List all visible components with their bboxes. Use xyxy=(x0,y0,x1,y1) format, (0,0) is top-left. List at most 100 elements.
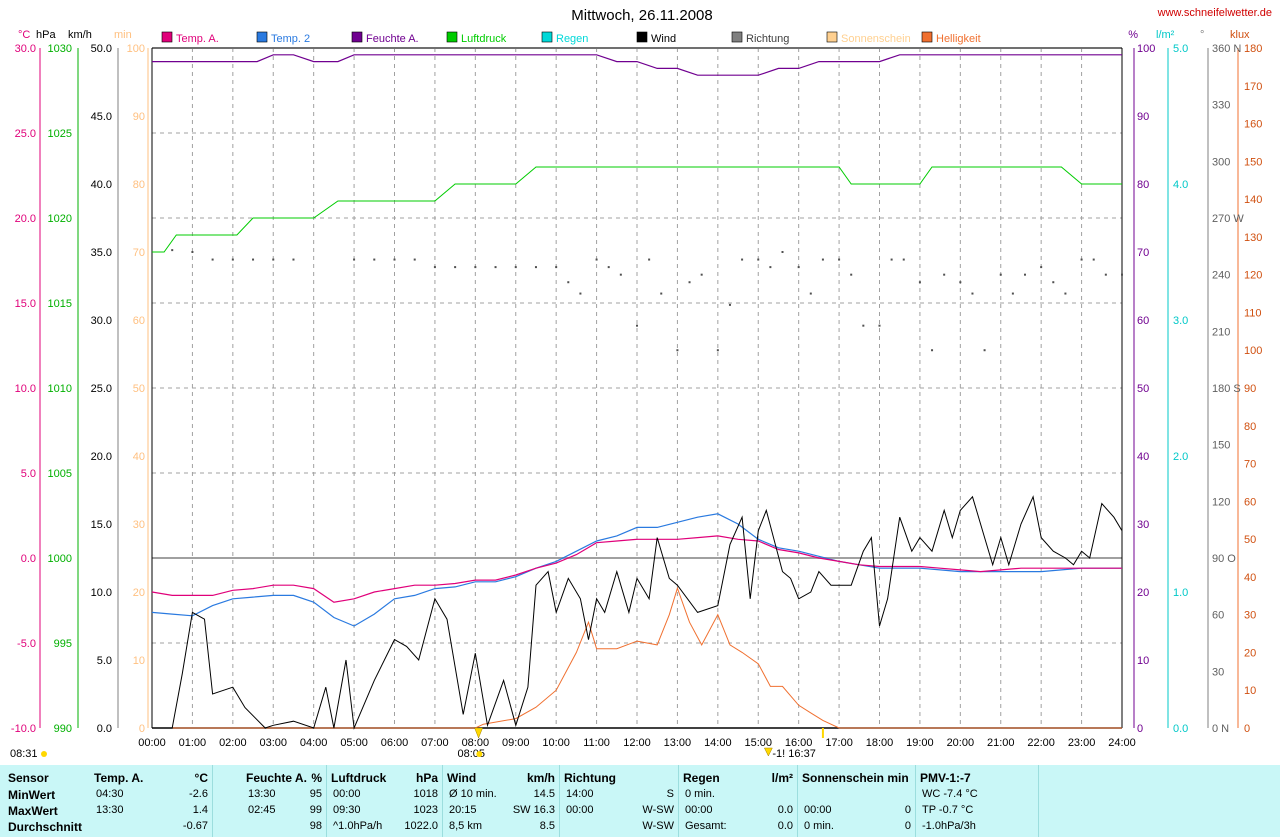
stats-cell-label: 00:00 xyxy=(685,804,713,816)
humidity-tick-label: 70 xyxy=(1137,247,1149,259)
direction-point xyxy=(373,258,376,261)
legend-swatch xyxy=(636,31,648,43)
direction-point xyxy=(716,349,719,352)
direction-point xyxy=(1052,281,1055,284)
direction-point xyxy=(191,251,194,253)
wind-tick-label: 30.0 xyxy=(91,315,112,327)
axis-unit-label: hPa xyxy=(36,29,56,41)
direction-point xyxy=(494,266,497,269)
stats-column xyxy=(88,765,213,837)
axis-unit-label: °C xyxy=(18,29,30,41)
direction-point xyxy=(688,281,691,284)
direction-point xyxy=(931,349,934,352)
stats-column-header: Richtung xyxy=(564,771,616,785)
x-tick-label: 12:00 xyxy=(623,737,651,749)
wind-tick-label: 45.0 xyxy=(91,111,112,123)
temp-tick-label: 20.0 xyxy=(15,213,36,225)
x-tick-label: 08:00 xyxy=(462,737,490,749)
brightness-tick-label: 130 xyxy=(1244,232,1262,244)
direction-point xyxy=(1092,258,1095,261)
stats-column xyxy=(240,765,327,837)
legend-swatch xyxy=(921,31,933,43)
direction-point xyxy=(890,258,893,261)
direction-point xyxy=(878,324,881,327)
humidity-tick-label: 80 xyxy=(1137,179,1149,191)
sunshine-tick-label: 50 xyxy=(133,383,145,395)
brightness-tick-label: 90 xyxy=(1244,383,1256,395)
stats-cell-value: 1.4 xyxy=(192,804,208,816)
stats-column xyxy=(677,765,798,837)
direction-point xyxy=(1064,292,1067,295)
direction-tick-label: 270 W xyxy=(1212,213,1244,225)
x-tick-label: 05:00 xyxy=(340,737,368,749)
wind-tick-label: 25.0 xyxy=(91,383,112,395)
axis-unit-label: l/m² xyxy=(1156,29,1175,41)
stats-column-header: Temp. A. xyxy=(94,771,144,785)
stats-cell-value: 14.5 xyxy=(533,788,555,800)
brightness-tick-label: 110 xyxy=(1244,307,1262,319)
direction-point xyxy=(1040,266,1043,269)
direction-point xyxy=(809,292,812,295)
pressure-tick-label: 995 xyxy=(54,638,72,650)
direction-point xyxy=(1121,273,1123,276)
stats-cell-label: ^1.0hPa/h xyxy=(333,820,383,832)
x-tick-label: 17:00 xyxy=(825,737,853,749)
brightness-tick-label: 180 xyxy=(1244,43,1262,55)
x-tick-label: 07:00 xyxy=(421,737,449,749)
direction-tick-label: 60 xyxy=(1212,610,1224,622)
x-tick-label: 22:00 xyxy=(1027,737,1055,749)
pressure-tick-label: 990 xyxy=(54,723,72,735)
sunshine-tick-label: 0 xyxy=(139,723,145,735)
humidity-tick-label: 0 xyxy=(1137,723,1143,735)
direction-tick-label: 330 xyxy=(1212,100,1230,112)
series-luftdruck xyxy=(152,166,1122,253)
direction-point xyxy=(272,258,275,261)
stats-cell-value: 1023 xyxy=(413,804,438,816)
direction-point xyxy=(252,258,255,261)
direction-point xyxy=(943,273,946,276)
x-tick-label: 02:00 xyxy=(219,737,247,749)
rain-tick-label: 2.0 xyxy=(1173,451,1188,463)
humidity-tick-label: 50 xyxy=(1137,383,1149,395)
direction-tick-label: 30 xyxy=(1212,666,1224,678)
pressure-tick-label: 1005 xyxy=(48,468,72,480)
stats-cell-value: 98 xyxy=(309,820,322,832)
brightness-tick-label: 60 xyxy=(1244,496,1256,508)
stats-column xyxy=(914,765,1039,837)
wind-tick-label: 15.0 xyxy=(91,519,112,531)
direction-point xyxy=(514,266,517,269)
stats-column xyxy=(325,765,443,837)
stats-cell-label: -1.0hPa/3h xyxy=(922,820,976,832)
direction-tick-label: 180 S xyxy=(1212,383,1241,395)
brightness-tick-label: 40 xyxy=(1244,572,1256,584)
legend-label: Temp. 2 xyxy=(271,33,310,45)
stats-column-header: PMV-1:-7 xyxy=(920,771,971,785)
brightness-tick-label: 160 xyxy=(1244,119,1262,131)
series-feuchte xyxy=(152,54,1122,76)
x-tick-label: 00:00 xyxy=(138,737,166,749)
brightness-tick-label: 150 xyxy=(1244,156,1262,168)
stats-cell-label: 0 min. xyxy=(685,788,715,800)
brightness-tick-label: 100 xyxy=(1244,345,1262,357)
stats-cell-value: 95 xyxy=(309,788,322,800)
stats-cell-label: 8,5 km xyxy=(449,820,483,832)
sunset-label: -1! 16:37 xyxy=(772,748,815,760)
stats-column-header: Wind xyxy=(447,771,477,785)
sunrise-time-label: 08:31 xyxy=(10,748,38,760)
brightness-tick-label: 20 xyxy=(1244,647,1256,659)
direction-tick-label: 240 xyxy=(1212,270,1230,282)
sunshine-tick-label: 80 xyxy=(133,179,145,191)
direction-point xyxy=(797,266,800,269)
sunshine-tick-label: 60 xyxy=(133,315,145,327)
direction-point xyxy=(413,258,416,261)
direction-point xyxy=(619,273,622,276)
stats-cell-label: Ø 10 min. xyxy=(449,788,497,800)
axis-unit-label: % xyxy=(1128,29,1138,41)
legend-swatch xyxy=(731,31,743,43)
stats-column xyxy=(796,765,916,837)
axis-unit-label: min xyxy=(114,29,132,41)
chart-grid xyxy=(151,48,1123,728)
chart-axes: 30.025.020.015.010.05.00.0-5.0-10.010301… xyxy=(11,43,1262,749)
x-tick-label: 04:00 xyxy=(300,737,328,749)
sunset-bar-icon xyxy=(821,728,824,738)
